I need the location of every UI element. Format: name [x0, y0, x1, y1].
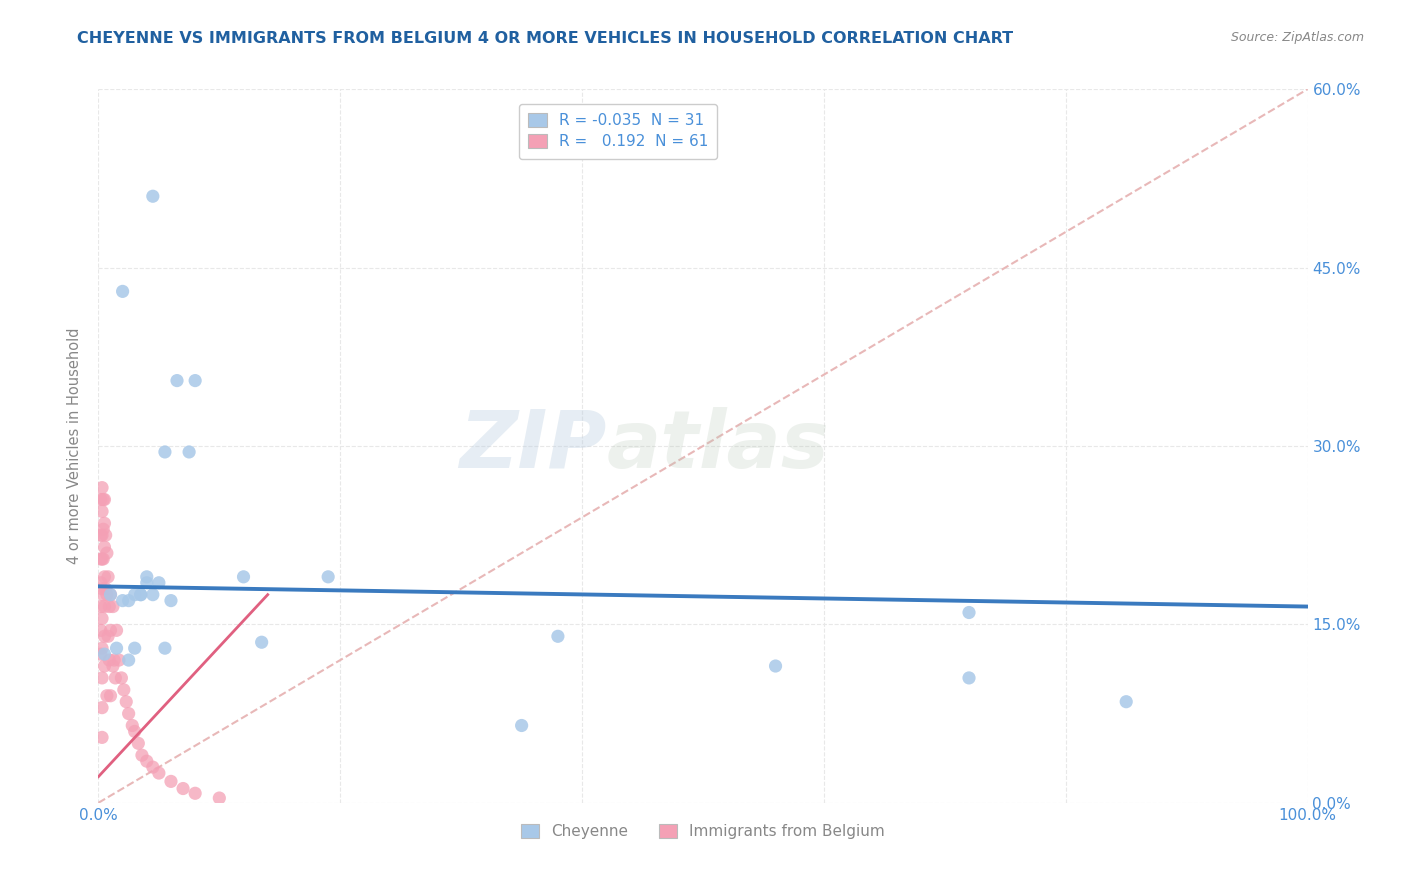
Point	[93, 659, 115, 673]
Point	[96, 588, 118, 602]
Text: ZIP: ZIP	[458, 407, 606, 485]
Point	[98, 653, 121, 667]
Point	[94, 528, 117, 542]
Point	[93, 516, 115, 531]
Point	[96, 689, 118, 703]
Point	[142, 760, 165, 774]
Point	[250, 635, 273, 649]
Point	[112, 682, 135, 697]
Point	[115, 695, 138, 709]
Point	[118, 593, 141, 607]
Point	[135, 570, 157, 584]
Point	[90, 492, 112, 507]
Point	[108, 653, 131, 667]
Point	[547, 629, 569, 643]
Point	[91, 481, 114, 495]
Point	[91, 641, 114, 656]
Point	[91, 671, 114, 685]
Point	[90, 575, 112, 590]
Point	[232, 570, 254, 584]
Point	[91, 522, 114, 536]
Point	[91, 611, 114, 625]
Point	[142, 189, 165, 203]
Point	[142, 588, 165, 602]
Point	[179, 445, 201, 459]
Point	[104, 671, 127, 685]
Point	[124, 724, 146, 739]
Point	[957, 671, 980, 685]
Legend: Cheyenne, Immigrants from Belgium: Cheyenne, Immigrants from Belgium	[515, 818, 891, 845]
Point	[90, 624, 112, 638]
Point	[129, 588, 152, 602]
Point	[316, 570, 339, 584]
Point	[111, 593, 134, 607]
Point	[208, 791, 231, 805]
Text: atlas: atlas	[606, 407, 830, 485]
Point	[93, 492, 115, 507]
Point	[90, 552, 112, 566]
Point	[100, 588, 122, 602]
Point	[160, 593, 183, 607]
Point	[91, 552, 114, 566]
Point	[172, 781, 194, 796]
Point	[110, 671, 132, 685]
Point	[121, 718, 143, 732]
Point	[91, 731, 114, 745]
Point	[93, 629, 115, 643]
Point	[129, 588, 152, 602]
Point	[765, 659, 787, 673]
Point	[101, 659, 124, 673]
Point	[98, 599, 121, 614]
Point	[100, 588, 122, 602]
Point	[131, 748, 153, 763]
Point	[105, 624, 128, 638]
Point	[118, 706, 141, 721]
Point	[91, 700, 114, 714]
Point	[148, 766, 170, 780]
Point	[166, 374, 188, 388]
Point	[94, 582, 117, 596]
Point	[105, 641, 128, 656]
Point	[93, 647, 115, 661]
Point	[97, 629, 120, 643]
Point	[100, 624, 122, 638]
Point	[124, 641, 146, 656]
Point	[111, 285, 134, 299]
Point	[91, 528, 114, 542]
Point	[91, 504, 114, 518]
Point	[96, 546, 118, 560]
Point	[90, 647, 112, 661]
Point	[93, 540, 115, 554]
Point	[91, 552, 114, 566]
Point	[100, 689, 122, 703]
Point	[153, 641, 176, 656]
Point	[93, 570, 115, 584]
Point	[153, 445, 176, 459]
Point	[97, 570, 120, 584]
Point	[127, 736, 149, 750]
Text: CHEYENNE VS IMMIGRANTS FROM BELGIUM 4 OR MORE VEHICLES IN HOUSEHOLD CORRELATION : CHEYENNE VS IMMIGRANTS FROM BELGIUM 4 OR…	[77, 31, 1014, 46]
Point	[957, 606, 980, 620]
Point	[118, 653, 141, 667]
Point	[101, 599, 124, 614]
Point	[103, 653, 125, 667]
Y-axis label: 4 or more Vehicles in Household: 4 or more Vehicles in Household	[67, 327, 83, 565]
Point	[135, 575, 157, 590]
Point	[1115, 695, 1137, 709]
Point	[184, 786, 207, 800]
Point	[91, 582, 114, 596]
Text: Source: ZipAtlas.com: Source: ZipAtlas.com	[1230, 31, 1364, 45]
Point	[184, 374, 207, 388]
Point	[160, 774, 183, 789]
Point	[124, 588, 146, 602]
Point	[93, 599, 115, 614]
Point	[90, 528, 112, 542]
Point	[510, 718, 533, 732]
Point	[91, 588, 114, 602]
Point	[90, 599, 112, 614]
Point	[135, 754, 157, 768]
Point	[148, 575, 170, 590]
Point	[91, 492, 114, 507]
